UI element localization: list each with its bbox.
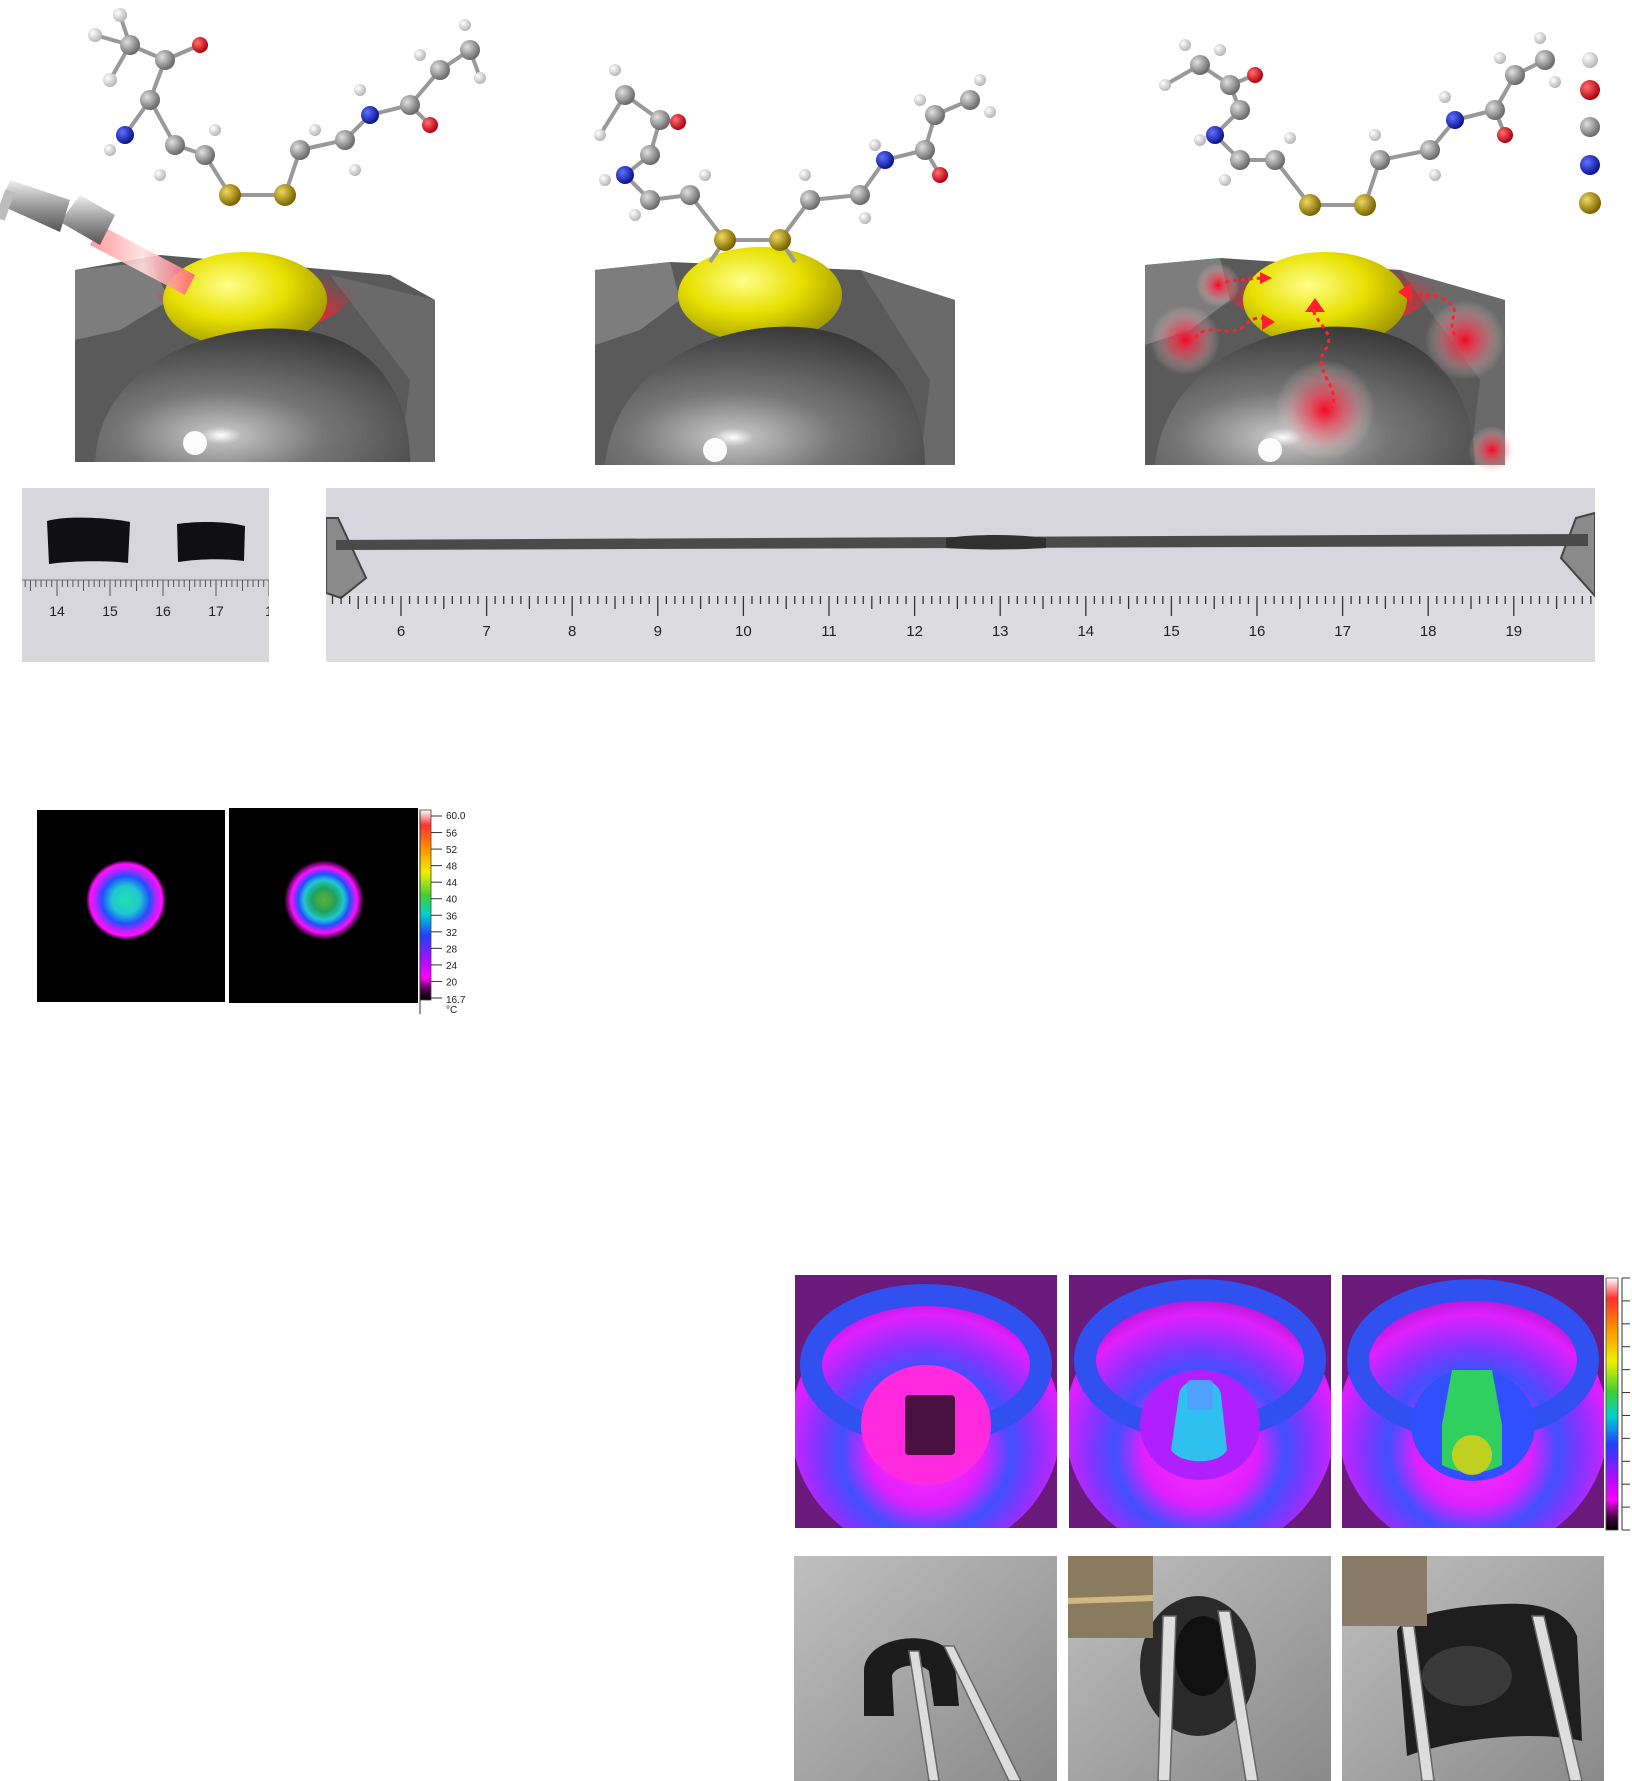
ruler-label: 15 — [102, 603, 118, 619]
gold-nanoparticle — [163, 252, 327, 348]
hot-spot — [1275, 360, 1375, 460]
cube-thermal-1 — [795, 1275, 1057, 1528]
ruler-label: 9 — [654, 623, 662, 640]
colorbar-label: 20 — [446, 977, 458, 988]
ruler-label: 10 — [735, 623, 752, 640]
legend-hydrogen — [1582, 52, 1598, 68]
laser-pointer — [0, 180, 195, 295]
left-clamp — [326, 517, 368, 600]
photo-healed-block — [1342, 1556, 1604, 1781]
gold-nanoparticle — [678, 247, 842, 343]
ruler-label: 12 — [906, 623, 923, 640]
colorbar-min: 16.7 — [446, 995, 466, 1006]
colorbar-unit: °C — [446, 1005, 457, 1016]
photo-cut-sample: 14 15 16 17 1 — [22, 488, 269, 662]
ruler-label: 6 — [397, 623, 405, 640]
colorbar-max: 60.0 — [446, 811, 466, 822]
ruler-label: 17 — [208, 603, 224, 619]
ruler-label: 16 — [1249, 623, 1266, 640]
colorbar-label: 56 — [446, 829, 458, 840]
colorbar-label: 40 — [446, 895, 458, 906]
sample-piece-left — [47, 517, 130, 564]
ruler-label: 15 — [1163, 623, 1180, 640]
thermal-spot-1 — [37, 810, 225, 1002]
ruler-label: 17 — [1334, 623, 1351, 640]
thermal-cube — [905, 1395, 955, 1455]
ruler-label: 11 — [821, 623, 837, 640]
legend-nitrogen — [1580, 155, 1600, 175]
ruler-label: 14 — [1077, 623, 1094, 640]
ruler-label: 14 — [49, 603, 65, 619]
colorbar-label: 36 — [446, 911, 458, 922]
thermal-colorbar: 60.0 56 52 48 44 40 36 32 28 24 20 16.7 °C — [418, 808, 468, 1016]
ruler-label: 18 — [1420, 623, 1437, 640]
scene-disulfide-bound — [560, 0, 1020, 470]
hot-spot — [1196, 263, 1240, 307]
thermal-spot-2 — [229, 808, 418, 1003]
colorbar-label: 52 — [446, 845, 458, 856]
ruler-label: 16 — [155, 603, 171, 619]
hot-spot — [1150, 305, 1220, 375]
colorbar-label: 24 — [446, 961, 458, 972]
scene-laser-heating — [0, 0, 500, 470]
cube-thermal-colorbar — [1604, 1275, 1632, 1540]
photo-healed-disc — [1068, 1556, 1331, 1781]
ruler-label: 1 — [265, 603, 269, 619]
cube-thermal-2 — [1069, 1275, 1331, 1528]
hot-spot — [1468, 426, 1516, 474]
cube-thermal-3 — [1342, 1275, 1604, 1528]
photo-stretched-sample: 6 7 8 9 10 11 12 13 14 15 16 17 18 19 — [326, 488, 1595, 662]
colorbar-label: 28 — [446, 944, 458, 955]
photo-folded-strip — [794, 1556, 1057, 1781]
sample-piece-right — [177, 521, 245, 562]
scene-heat-diffusion — [1100, 0, 1632, 478]
colorbar-label: 44 — [446, 878, 458, 889]
legend-oxygen — [1580, 80, 1600, 100]
colorbar-label: 32 — [446, 928, 458, 939]
atom-legend — [1579, 52, 1601, 214]
ruler-label: 7 — [482, 623, 490, 640]
ruler-label: 19 — [1505, 623, 1522, 640]
legend-carbon — [1580, 117, 1600, 137]
gold-nanoparticle — [1243, 252, 1407, 348]
hot-spot — [1425, 300, 1505, 380]
colorbar-label: 48 — [446, 862, 458, 873]
right-clamp — [1559, 511, 1595, 598]
micrograph-inset — [1342, 1556, 1427, 1626]
ruler-label: 8 — [568, 623, 576, 640]
legend-sulfur — [1579, 192, 1601, 214]
ruler-label: 13 — [992, 623, 1009, 640]
